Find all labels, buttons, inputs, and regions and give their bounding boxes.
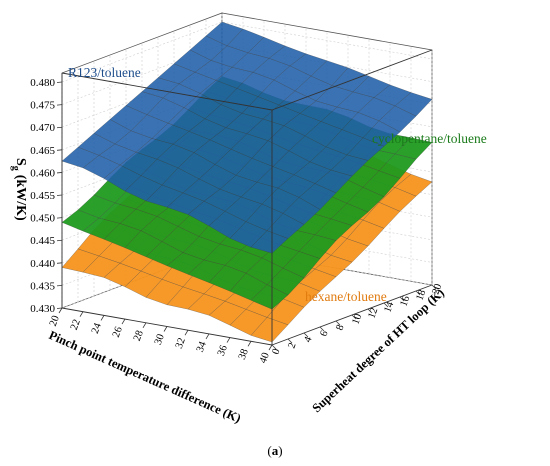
x-tick-label: 36 <box>216 344 230 358</box>
surface-cell <box>250 284 289 310</box>
z-tick-label: 0.460 <box>30 167 55 179</box>
x-tick-mark <box>121 318 126 325</box>
y-tick-label: 2 <box>286 341 298 350</box>
y-tick-mark <box>367 308 373 314</box>
x-tick-label: 32 <box>174 336 188 350</box>
x-tick-mark <box>79 311 84 317</box>
y-tick-label: 18 <box>414 288 428 302</box>
y-tick-label: 8 <box>334 323 346 332</box>
z-tick-mark <box>56 217 63 219</box>
top-right-edge <box>271 49 433 111</box>
z-tick-mark <box>56 149 63 151</box>
y-tick-mark <box>383 302 389 308</box>
x-tick-mark <box>100 315 105 321</box>
z-tick-mark <box>56 285 63 287</box>
x-tick-label: 40 <box>258 351 272 365</box>
x-tick-label: 26 <box>111 325 125 339</box>
z-axis-title: Sg(kW/K) <box>10 158 28 221</box>
y-tick-mark <box>399 296 405 302</box>
x-tick-label: 22 <box>69 318 83 332</box>
z-axis-ticks: 0.430 0.435 0.440 0.445 0.450 0.455 0.460 0.465… <box>30 77 63 315</box>
x-tick-label: 34 <box>195 339 209 353</box>
x-tick-mark <box>163 326 168 332</box>
y-tick-mark <box>287 338 293 344</box>
x-tick-mark <box>247 341 252 347</box>
surface-cell <box>250 230 289 254</box>
y-tick-label: 0 <box>270 347 282 356</box>
z-tick-mark <box>56 307 63 309</box>
y-tick-label: 6 <box>318 329 330 338</box>
x-axis-title: Pinch point temperature difference (K) <box>47 328 243 426</box>
y-tick-mark <box>351 314 357 320</box>
panel-label: (a) <box>267 443 283 458</box>
series-label-hexane: hexane/toluene <box>305 289 387 304</box>
z-tick-label: 0.480 <box>30 77 55 89</box>
x-tick-mark <box>205 333 210 340</box>
z-tick-label: 0.450 <box>30 213 55 225</box>
y-tick-label: 10 <box>350 312 364 326</box>
x-tick-mark <box>142 322 147 329</box>
y-tick-label: 14 <box>382 300 396 314</box>
top-front-edge <box>61 72 273 111</box>
x-tick-mark <box>226 337 231 343</box>
surface-r123 <box>61 21 433 254</box>
z-tick-mark <box>56 239 63 242</box>
x-axis-ticks: 20 22 24 26 28 30 32 34 36 38 40 <box>48 307 273 365</box>
z-gridline <box>61 44 433 105</box>
z-tick-mark <box>56 194 63 196</box>
z-tick-label: 0.470 <box>30 122 55 134</box>
y-tick-label: 16 <box>398 294 412 308</box>
y-tick-mark <box>431 284 437 290</box>
series-labels: R123/toluene cyclopentane/toluene hexane… <box>68 65 487 304</box>
z-tick-label: 0.475 <box>30 100 55 112</box>
x-tick-mark <box>268 344 273 351</box>
x-tick-label: 24 <box>90 321 104 335</box>
z-tick-mark <box>56 104 63 106</box>
z-tick-mark <box>56 126 63 129</box>
z-tick-label: 0.455 <box>30 190 55 202</box>
z-gridline <box>61 21 433 83</box>
z-tick-label: 0.465 <box>30 145 55 157</box>
x-tick-mark <box>184 329 189 336</box>
series-label-r123: R123/toluene <box>68 65 141 80</box>
z-gridline <box>61 247 433 309</box>
z-tick-mark <box>56 262 63 264</box>
y-tick-mark <box>319 326 325 332</box>
x-tick-label: 28 <box>132 329 146 343</box>
y-tick-label: 12 <box>366 306 380 320</box>
z-tick-label: 0.430 <box>30 303 55 315</box>
y-tick-mark <box>415 290 421 296</box>
x-tick-label: 30 <box>153 333 167 347</box>
y-tick-mark <box>271 344 277 350</box>
x-tick-mark <box>58 307 63 314</box>
z-tick-label: 0.440 <box>30 258 55 270</box>
series-label-cyclopentane: cyclopentane/toluene <box>372 131 487 146</box>
y-tick-label: 4 <box>302 335 314 344</box>
z-tick-mark <box>56 172 63 174</box>
surface-cell <box>250 317 289 343</box>
z-tick-mark <box>56 81 63 83</box>
y-tick-mark <box>303 332 309 338</box>
x-tick-label: 20 <box>48 314 62 328</box>
z-tick-label: 0.435 <box>30 280 55 292</box>
y-tick-label: 20 <box>430 282 444 296</box>
x-tick-label: 38 <box>237 348 251 362</box>
z-tick-label: 0.445 <box>30 235 55 247</box>
y-tick-mark <box>335 320 341 326</box>
surface-layer <box>61 21 433 343</box>
